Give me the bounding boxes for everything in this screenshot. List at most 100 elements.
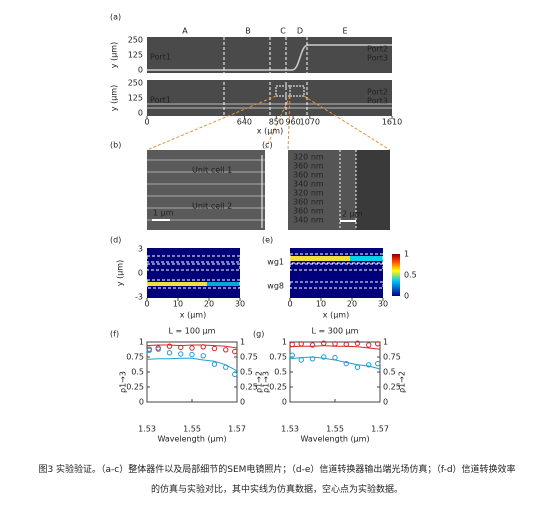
exp-point [375, 360, 381, 367]
caption-line: 的仿真与实验对比，其中实线为仿真数据，空心点为实验数据。 [150, 485, 403, 495]
exp-point [366, 362, 372, 368]
panel-label: (g) [253, 330, 264, 339]
exp-point [223, 347, 229, 353]
x-tick-label: 960 [285, 118, 300, 127]
exp-point [232, 371, 238, 378]
panel-label: (b) [110, 141, 121, 150]
x-tick-label: 1610 [382, 118, 402, 127]
width-label: 320 nm [293, 153, 324, 162]
x-tick-label: 20 [347, 300, 357, 309]
x-tick-label: 1.55 [183, 425, 201, 434]
exp-point [298, 341, 304, 347]
exp-point [200, 353, 206, 359]
scale-label: 2 μm [342, 210, 363, 219]
x-tick-label: 0 [144, 118, 149, 127]
y-tick-label: 0.5 [131, 368, 144, 377]
port-label: Port2 [367, 45, 388, 54]
exp-point [146, 347, 152, 354]
colorbar-label: 0 [404, 292, 409, 301]
y2-tick-label: 0.5 [240, 368, 253, 377]
exp-point [309, 356, 316, 362]
y2-tick-label: 0.25 [383, 383, 401, 392]
y-tick-label: 1 [282, 338, 287, 347]
colorbar-label: 0.5 [404, 271, 417, 280]
exp-point [178, 351, 184, 357]
exp-point [298, 357, 304, 363]
y2-tick-label: 1 [383, 338, 388, 347]
field-band [290, 256, 350, 261]
panel-label: (f) [110, 330, 119, 339]
width-label: 340 nm [293, 180, 324, 189]
exp-point [375, 341, 381, 347]
plot-frame [289, 341, 381, 403]
y-tick-label: 0 [138, 109, 143, 118]
x-tick-label: 30 [378, 300, 388, 309]
x-tick-label: 1.57 [228, 425, 246, 434]
y-axis-label: y (μm) [116, 260, 125, 286]
y-tick-label: 250 [128, 36, 143, 45]
caption: 图3 实验验证。（a-c）整体器件以及局部细节的SEM电镜照片；（d-e）信道转… [0, 460, 554, 500]
zoom-lines [146, 95, 391, 151]
exp-point [289, 352, 295, 358]
y-tick-label: 250 [128, 79, 143, 88]
y-axis-label: ρ1→3 [119, 371, 128, 393]
zoom-box [289, 85, 305, 97]
heatmap [290, 248, 383, 298]
x-tick-label: 1.57 [371, 425, 389, 434]
y2-tick-label: 0.75 [383, 353, 401, 362]
waveguide [147, 44, 392, 71]
x-tick-label: 1.53 [138, 425, 156, 434]
y2-tick-label: 1 [240, 338, 245, 347]
exp-point [332, 354, 338, 361]
chart-title: L = 100 μm [169, 327, 216, 336]
sim-line [146, 344, 238, 349]
cell-label: Unit cell 2 [192, 202, 232, 211]
x-tick-label: 0 [287, 300, 292, 309]
y-axis-label: y (μm) [110, 85, 119, 111]
exp-point [189, 351, 195, 358]
width-label: 340 nm [293, 216, 324, 225]
wg-boxes [146, 255, 241, 289]
y-tick-label: 125 [128, 94, 143, 103]
panel-label: (a) [110, 13, 121, 22]
x-axis-label: x (μm) [257, 127, 283, 136]
exp-point [223, 364, 229, 370]
sem-image [147, 150, 265, 230]
colorbar [392, 254, 400, 296]
y-tick-label: 0 [138, 269, 143, 278]
y-tick-label: 0 [139, 398, 144, 407]
x-axis-label: x (μm) [180, 311, 206, 320]
section-label: E [342, 27, 347, 36]
x-tick-label: 850 [269, 118, 284, 127]
y-tick-label: 3 [138, 245, 143, 254]
y-tick-label: 1 [139, 338, 144, 347]
exp-point [343, 360, 349, 367]
exp-point [166, 343, 173, 349]
width-label: 360 nm [293, 198, 324, 207]
x-tick-label: 640 [237, 118, 252, 127]
exp-point [321, 340, 327, 346]
width-label: 320 nm [293, 189, 324, 198]
exp-point [211, 345, 218, 352]
wg-label: wg8 [267, 282, 284, 291]
y2-axis-label: ρ1→2 [398, 371, 407, 393]
exp-point [309, 342, 316, 348]
x-tick-label: 0 [144, 300, 149, 309]
y-tick-label: 0.75 [269, 353, 287, 362]
y-axis-label: ρ1→3 [262, 371, 271, 393]
panel-label: (d) [110, 236, 121, 245]
y2-tick-label: 0 [383, 398, 388, 407]
x-tick-label: 10 [173, 300, 183, 309]
x-tick-label: 1.53 [281, 425, 299, 434]
field-band [147, 282, 207, 286]
wg-label: wg1 [267, 258, 284, 267]
exp-point [166, 350, 173, 356]
exp-point [211, 361, 218, 367]
x-tick-label: 1.55 [326, 425, 344, 434]
field-band [207, 282, 240, 286]
exp-point [321, 354, 327, 360]
y2-tick-label: 0.75 [240, 353, 258, 362]
x-tick-label: 30 [235, 300, 245, 309]
